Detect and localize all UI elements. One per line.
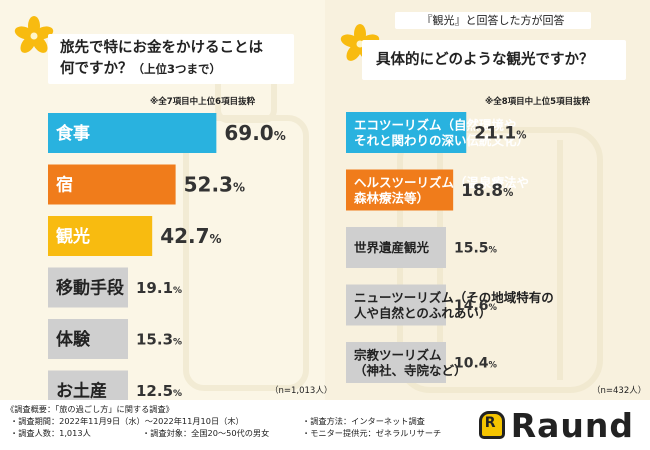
bar-1-2: [346, 227, 446, 268]
bar-0-4: [48, 319, 128, 359]
bar-charts: 食事 69.0% 宿 52.3% 観光 42.7% 移動手段 19.1% 体験 15.3% お土産 1…: [48, 112, 554, 400]
category-label-1-3: ニューツーリズム（その地域特有の人や自然とのふれあい）: [354, 290, 554, 321]
value-label-0-2: 42.7%: [160, 224, 221, 248]
category-label-1-4: 宗教ツーリズム（神社、寺院など）: [354, 347, 467, 378]
bar-1-4: [346, 342, 446, 383]
raund-logo: Raund: [478, 405, 634, 445]
bar-0-3: [48, 267, 128, 308]
right-note: ※全8項目中上位5項目抜粋: [485, 97, 591, 107]
left-question-box: 旅先で特にお金をかけることは 何ですか？（上位3つまで）: [48, 34, 294, 84]
category-label-1-1: ヘルスツーリズム（温泉療法や森林療法等）: [354, 175, 529, 206]
category-label-0-2: 観光: [56, 226, 90, 247]
category-label-0-3: 移動手段: [56, 278, 124, 299]
right-question-box: 具体的にどのような観光ですか？: [362, 40, 626, 80]
right-sample-size: （n=432人）: [592, 386, 647, 396]
value-label-0-1: 52.3%: [184, 173, 245, 197]
footer-method: ・調査方法：インターネット調査: [302, 416, 425, 426]
bar-0-1: [48, 164, 176, 205]
bar-0-2: [48, 216, 153, 256]
bar-1-1: [346, 169, 454, 211]
raund-logo-text: Raund: [510, 405, 634, 445]
footer-title: 《調査概要：「旅の過ごし方」に関する調査》: [6, 404, 174, 414]
footer-period: ・調査期間：2022年11月9日（水）〜2022年11月10日（木）: [10, 416, 244, 426]
left-note: ※全7項目中上位6項目抜粋: [150, 97, 256, 107]
bar-1-3: [346, 284, 446, 326]
category-label-0-0: 食事: [56, 123, 90, 144]
value-label-0-5: 12.5%: [136, 382, 182, 400]
left-question-line2: 何ですか？: [60, 61, 133, 77]
value-label-1-1: 18.8%: [461, 181, 513, 201]
category-label-0-5: お土産: [56, 381, 107, 400]
flower-icon-left: [14, 16, 54, 53]
category-label-1-0: エコツーリズム（自然環境やそれと関わりの深い伝統文化）: [354, 117, 529, 148]
raund-logo-icon: [478, 411, 505, 439]
left-question-sub: （上位3つまで）: [132, 62, 222, 76]
category-label-0-4: 体験: [56, 329, 91, 350]
bar-0-5: [48, 370, 128, 400]
value-label-0-0: 69.0%: [224, 121, 285, 145]
value-label-0-4: 15.3%: [136, 330, 182, 348]
footer-provider: ・モニター提供元：ゼネラルリサーチ: [302, 428, 442, 438]
category-label-0-1: 宿: [56, 175, 73, 196]
value-label-0-3: 19.1%: [136, 279, 182, 297]
right-question-text: 具体的にどのような観光ですか？: [376, 52, 594, 68]
footer-target: ・調査対象：全国20〜50代の男女: [142, 428, 270, 438]
footer-people: ・調査人数：1,013人: [10, 428, 91, 438]
value-label-1-4: 10.4%: [454, 356, 498, 372]
value-label-1-0: 21.1%: [474, 124, 526, 144]
left-question-line1: 旅先で特にお金をかけることは: [60, 40, 263, 56]
value-label-1-2: 15.5%: [454, 241, 498, 257]
right-condition-tag: 『観光』と回答した方が回答: [395, 12, 591, 29]
bar-1-0: [346, 112, 467, 153]
value-label-1-3: 14.6%: [454, 298, 498, 314]
left-sample-size: （n=1,013人）: [270, 386, 333, 396]
survey-footer: 《調査概要：「旅の過ごし方」に関する調査》 ・調査期間：2022年11月9日（水…: [0, 400, 650, 450]
bar-0-0: [48, 113, 217, 153]
category-label-1-2: 世界遺産観光: [354, 240, 430, 255]
